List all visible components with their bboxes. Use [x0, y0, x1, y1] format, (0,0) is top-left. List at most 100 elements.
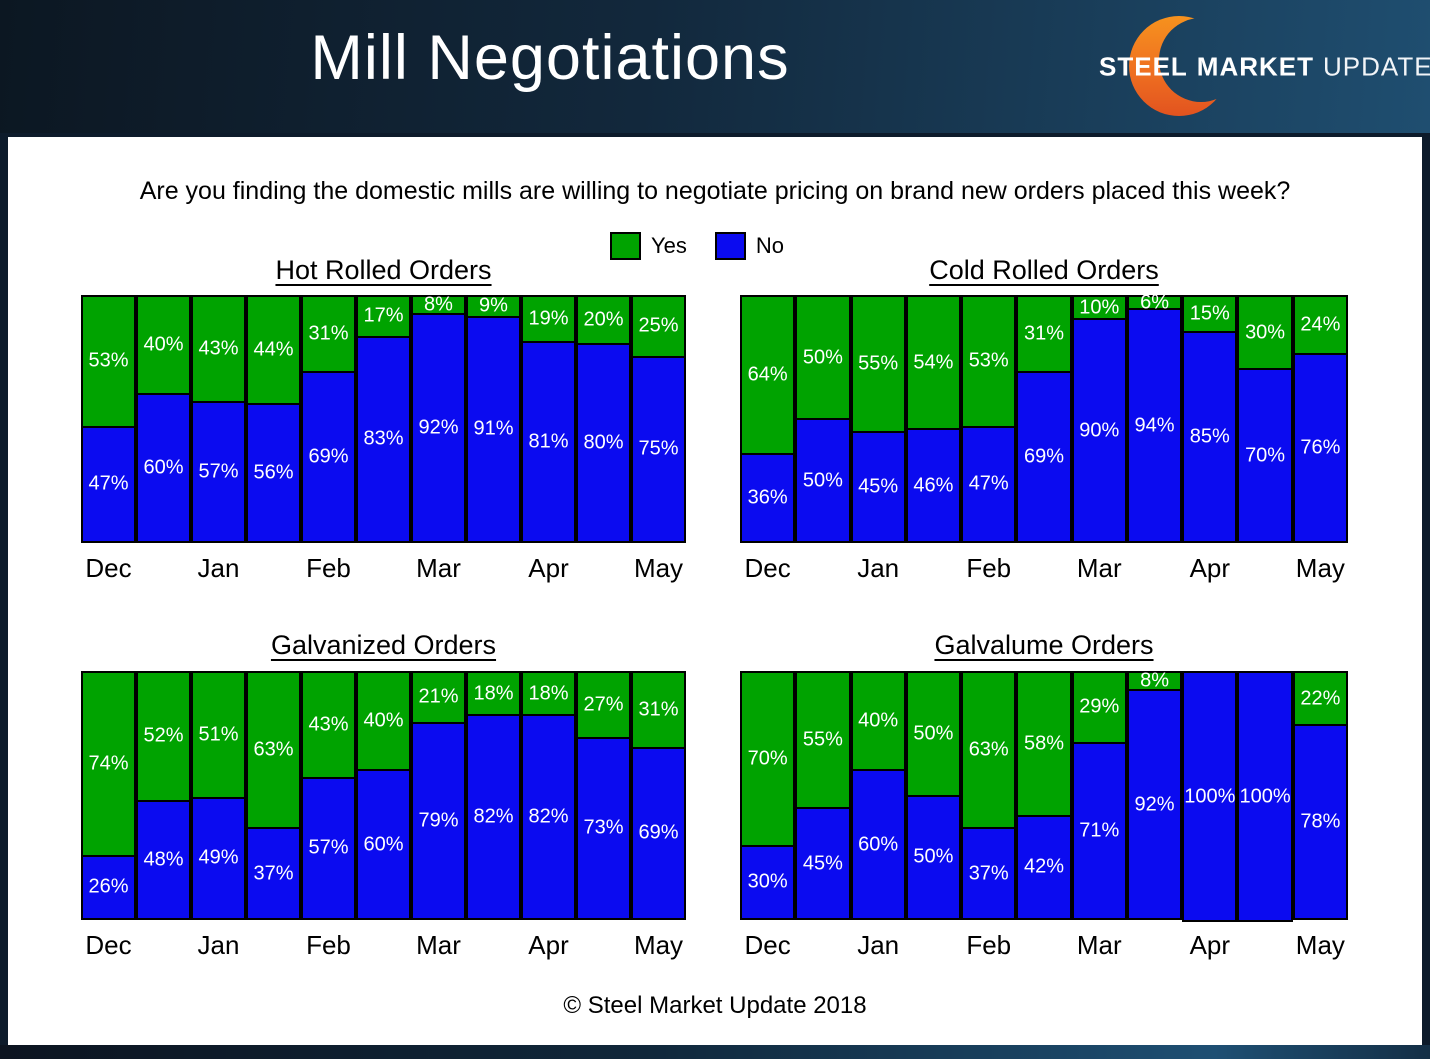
- bar-segment-yes: 40%: [850, 671, 906, 772]
- bar-value-label: 40%: [143, 333, 184, 356]
- bar: 40% 60%: [136, 295, 191, 545]
- bar: 58% 42%: [1016, 671, 1072, 922]
- bar-segment-yes: 43%: [301, 671, 356, 779]
- month-label: Jan: [197, 930, 240, 960]
- bar: 24% 76%: [1292, 295, 1348, 545]
- bar-value-label: 6%: [1140, 291, 1169, 313]
- bar-segment-no: 79%: [411, 721, 466, 920]
- bar-segment-yes: 55%: [795, 671, 851, 810]
- bar-segment-no: 42%: [1016, 814, 1072, 920]
- bar-segment-yes: 63%: [961, 671, 1017, 830]
- bar: 43% 57%: [191, 295, 246, 545]
- month-label: Apr: [1189, 553, 1231, 583]
- bar: 21% 79%: [411, 671, 466, 922]
- bar-segment-yes: 51%: [191, 671, 246, 799]
- bar-value-label: 78%: [1300, 810, 1341, 833]
- bar: 63% 37%: [961, 671, 1017, 922]
- bar-value-label: 9%: [479, 294, 508, 317]
- bar: 70% 30%: [740, 671, 796, 922]
- bar: 10% 90%: [1071, 295, 1127, 545]
- bar-segment-no: 100%: [1182, 671, 1238, 922]
- bar-segment-no: 48%: [136, 799, 191, 920]
- bar-segment-no: 73%: [576, 736, 631, 920]
- month-label: Dec: [744, 930, 791, 960]
- bar-segment-yes: 15%: [1182, 295, 1238, 333]
- bar: 63% 37%: [246, 671, 301, 922]
- bar-segment-no: 85%: [1182, 330, 1238, 543]
- bar-segment-yes: 31%: [1016, 295, 1072, 373]
- bar: 43% 57%: [301, 671, 356, 922]
- bar: 17% 83%: [356, 295, 411, 545]
- bar-segment-yes: 63%: [246, 671, 301, 830]
- bar-segment-no: 60%: [850, 769, 906, 920]
- bar-value-label: 69%: [638, 821, 679, 844]
- bar: 25% 75%: [631, 295, 686, 545]
- bar: 40% 60%: [356, 671, 411, 922]
- bar: 54% 46%: [905, 295, 962, 545]
- bar-value-label: 57%: [198, 460, 239, 483]
- bar-value-label: 30%: [747, 870, 788, 893]
- month-label: Dec: [85, 930, 132, 960]
- bar-segment-yes: 19%: [521, 295, 576, 343]
- chart-galvalume: 70% 30% 55% 45% 40% 60% 50% 50% 63% 37% 58% 42% 29% 7…: [740, 670, 1348, 960]
- logo-market: MARKET: [1196, 51, 1315, 81]
- bar-segment-no: 50%: [905, 794, 962, 920]
- month-label: Mar: [1076, 553, 1122, 583]
- bar-value-label: 76%: [1300, 436, 1341, 459]
- bar-value-label: 46%: [913, 474, 954, 496]
- bar-segment-no: 83%: [356, 335, 411, 543]
- copyright: © Steel Market Update 2018: [563, 992, 867, 1019]
- bar-segment-no: 37%: [961, 827, 1017, 920]
- month-label: Jan: [197, 553, 240, 583]
- bar-segment-no: 69%: [301, 370, 356, 543]
- header-band: Mill Negotiations STEEL: [0, 0, 1430, 133]
- logo-steel: STEEL: [1099, 51, 1188, 81]
- bar-segment-yes: 64%: [740, 295, 796, 455]
- bar-segment-yes: 31%: [301, 295, 356, 373]
- bar-value-label: 50%: [802, 346, 843, 368]
- bar-value-label: 52%: [143, 724, 184, 747]
- bar-value-label: 63%: [968, 738, 1009, 761]
- bar-segment-yes: 18%: [466, 671, 521, 717]
- logo-update: UPDATE: [1323, 51, 1430, 81]
- month-label: Feb: [966, 930, 1012, 960]
- bar-segment-no: 81%: [521, 340, 576, 543]
- bar-value-label: 80%: [583, 431, 624, 454]
- bar: 100%: [1182, 671, 1238, 922]
- bar-value-label: 64%: [747, 363, 788, 386]
- month-label: Apr: [1189, 930, 1231, 960]
- bar-segment-no: 69%: [631, 746, 686, 920]
- bar-value-label: 45%: [802, 852, 843, 875]
- bar-value-label: 71%: [1079, 819, 1120, 842]
- bar-segment-no: 46%: [905, 428, 962, 543]
- bar-segment-no: 69%: [1016, 370, 1072, 543]
- bar-segment-yes: 21%: [411, 671, 466, 724]
- bar-segment-yes: 8%: [1126, 670, 1183, 692]
- month-label: May: [1295, 553, 1345, 583]
- month-label: May: [633, 553, 684, 583]
- bar-segment-no: 49%: [191, 797, 246, 920]
- bar-value-label: 18%: [528, 682, 569, 705]
- bar-segment-yes: 24%: [1292, 295, 1348, 355]
- bar-value-label: 21%: [418, 685, 459, 708]
- chart-title-galvalume: Galvalume Orders: [934, 630, 1154, 660]
- bar-segment-no: 50%: [795, 418, 851, 543]
- bar: 44% 56%: [246, 295, 301, 545]
- bar-value-label: 74%: [88, 752, 129, 775]
- bar-segment-no: 60%: [136, 393, 191, 543]
- bar-value-label: 44%: [253, 338, 294, 361]
- bar-value-label: 24%: [1300, 313, 1341, 336]
- bar-value-label: 60%: [363, 833, 404, 856]
- bar-value-label: 75%: [638, 437, 679, 460]
- month-label: Dec: [85, 553, 132, 583]
- bar-segment-yes: 17%: [356, 295, 411, 338]
- bar-value-label: 31%: [638, 698, 679, 721]
- bar-value-label: 15%: [1189, 302, 1230, 325]
- bar-value-label: 69%: [308, 445, 349, 468]
- month-label: Mar: [1076, 930, 1122, 960]
- bar: 50% 50%: [905, 671, 962, 922]
- bar-segment-yes: 53%: [961, 295, 1017, 428]
- bar-value-label: 42%: [1023, 855, 1064, 878]
- bar-value-label: 73%: [583, 816, 624, 839]
- bar-value-label: 47%: [88, 472, 129, 495]
